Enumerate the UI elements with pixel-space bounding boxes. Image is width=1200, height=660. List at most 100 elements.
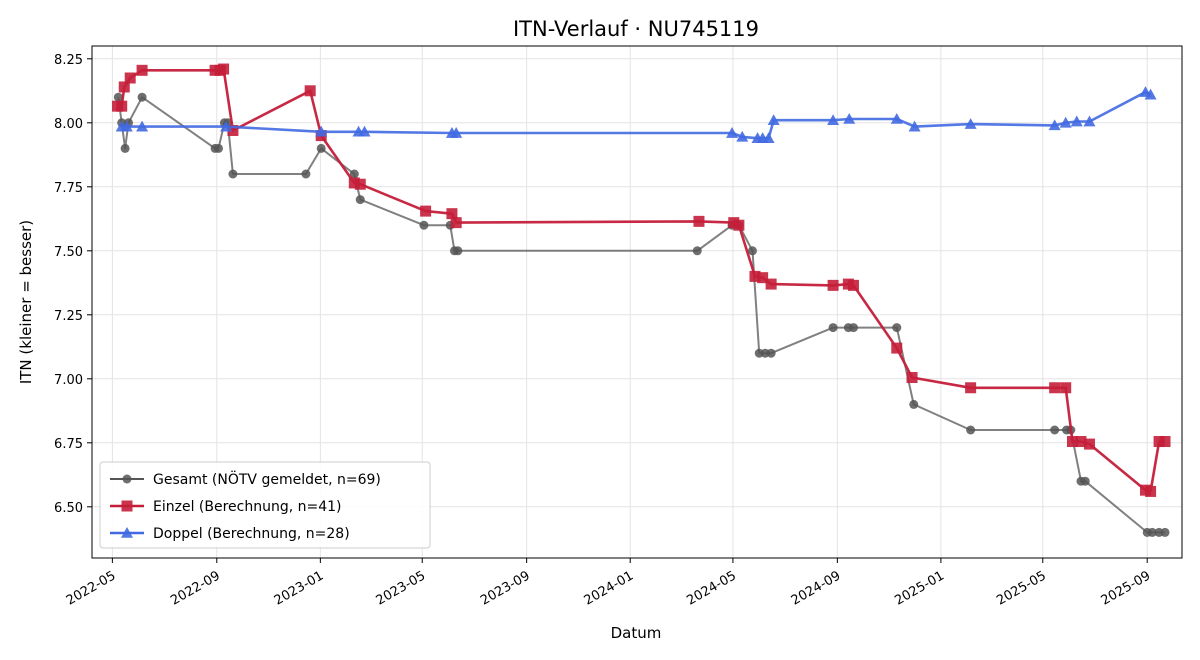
data-point-triangle [1144,88,1157,100]
data-point-circle [1050,425,1060,435]
data-point-circle [355,195,365,205]
x-tick-label: 2023-05 [374,568,429,608]
data-point-circle [349,169,359,179]
data-point-circle [966,425,976,435]
x-tick-label: 2025-09 [1099,568,1154,608]
data-point-square [693,215,705,227]
data-point-square [1049,382,1061,394]
plot-frame [91,45,1183,559]
data-point-circle [419,220,429,230]
x-axis-label: Datum [611,624,662,642]
data-point-triangle [220,120,233,132]
data-point-square [965,382,977,394]
legend-label: Doppel (Berechnung, n=28) [153,526,350,542]
data-point-square [757,272,769,284]
data-point-square [136,64,148,76]
data-point-circle [301,169,311,179]
data-point-circle [1160,527,1170,537]
data-point-circle [316,143,326,153]
chart-title: ITN-Verlauf · NU745119 [513,17,759,41]
y-tick-label: 7.25 [54,309,83,324]
data-point-triangle [827,114,840,126]
data-point-square [733,219,745,231]
data-point-circle [120,143,130,153]
x-tick-label: 2025-01 [892,568,947,608]
y-axis-label: ITN (kleiner = besser) [17,220,35,384]
data-point-square [227,124,239,136]
y-tick-label: 6.75 [54,437,83,452]
data-point-triangle [1048,119,1061,131]
data-point-square [1083,438,1095,450]
data-point-square [446,208,458,220]
data-point-triangle [908,120,921,132]
data-point-triangle [315,125,328,137]
data-point-circle [828,323,838,333]
data-point-circle [747,246,757,256]
data-point-square [1075,436,1087,448]
data-point-circle [113,92,123,102]
series-2 [111,63,1171,497]
data-point-circle [892,323,902,333]
data-point-circle [909,399,919,409]
data-point-triangle [1070,115,1083,127]
data-point-square [218,63,230,75]
data-point-square [1060,382,1072,394]
data-point-circle [213,143,223,153]
x-tick-label: 2023-09 [478,568,533,608]
legend-box [99,461,431,549]
data-point-triangle [726,127,739,138]
y-tick-label: 7.00 [54,373,83,388]
y-tick-label: 6.50 [54,501,83,516]
data-point-triangle [121,527,133,538]
legend-item: Doppel (Berechnung, n=28) [110,526,350,542]
data-point-triangle [843,112,856,124]
data-point-triangle [358,125,371,137]
x-tick-label: 2024-05 [684,568,739,608]
y-tick-label: 7.50 [54,245,83,260]
legend: Gesamt (NÖTV gemeldet, n=69) Einzel (Bere… [99,461,431,549]
data-point-triangle [120,120,133,132]
legend-label: Einzel (Berechnung, n=41) [153,499,342,515]
data-point-square [116,100,128,112]
data-point-triangle [736,130,749,142]
data-point-circle [766,348,776,358]
legend-item: Einzel (Berechnung, n=41) [110,499,342,515]
data-point-triangle [890,112,903,124]
legend-item: Gesamt (NÖTV gemeldet, n=69) [110,470,381,488]
legend-label: Gesamt (NÖTV gemeldet, n=69) [153,470,381,488]
data-point-square [124,72,136,84]
y-tick-label: 8.25 [54,53,83,68]
data-point-square [1066,436,1078,448]
x-tick-label: 2023-01 [272,568,327,608]
data-point-square [304,85,316,97]
data-point-square [906,372,918,384]
data-point-square [118,81,130,93]
data-point-square [121,500,133,512]
x-tick-label: 2022-05 [64,568,119,608]
series-line [121,90,1152,140]
data-point-triangle [964,118,977,129]
data-point-square [827,279,839,291]
data-point-triangle [762,132,775,143]
data-point-square [348,177,360,189]
data-point-square [354,178,366,190]
data-point-square [420,205,432,217]
data-point-triangle [1083,115,1096,127]
data-point-square [1159,436,1171,448]
data-point-square [1153,436,1165,448]
y-tick-label: 8.00 [54,117,83,132]
data-point-circle [228,169,238,179]
y-axis: 6.50 6.75 7.00 7.25 7.50 7.75 8.00 8.25 [54,53,92,516]
data-point-circle [1080,476,1090,486]
data-point-triangle [450,127,463,138]
series-layer [111,63,1171,537]
data-point-circle [692,246,702,256]
data-point-square [450,217,462,229]
data-point-circle [453,246,463,256]
data-point-square [847,279,859,291]
data-point-square [765,278,777,290]
data-point-triangle [136,120,149,132]
data-point-circle [848,323,858,333]
data-point-circle [137,92,147,102]
